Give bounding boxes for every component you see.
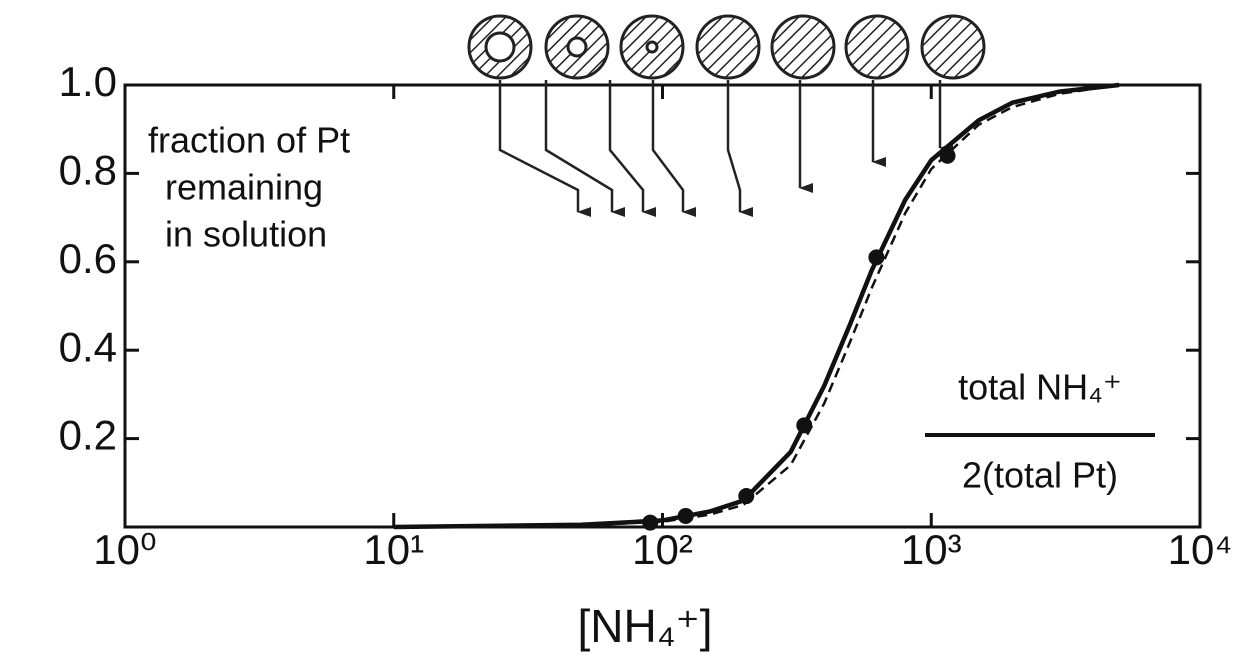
annotation: fraction of Pt	[148, 120, 350, 161]
ratio-denominator: 2(total Pt)	[962, 455, 1118, 496]
x-tick-label: 10⁴	[1168, 526, 1233, 573]
data-point	[678, 508, 694, 524]
x-tick-label: 10³	[901, 526, 962, 573]
y-tick-label: 0.8	[59, 146, 117, 193]
x-tick-label: 10⁰	[93, 526, 157, 573]
y-tick-label: 0.6	[59, 235, 117, 282]
data-point	[868, 249, 884, 265]
data-point	[796, 417, 812, 433]
ratio-numerator: total NH₄⁺	[958, 367, 1122, 408]
x-axis-label: [NH₄⁺]	[577, 600, 712, 652]
data-point	[642, 515, 658, 531]
annotation: remaining	[165, 167, 323, 208]
data-point	[940, 148, 956, 164]
x-tick-label: 10¹	[363, 526, 424, 573]
y-tick-label: 1.0	[59, 58, 117, 105]
y-tick-label: 0.4	[59, 323, 117, 370]
annotation: in solution	[165, 214, 327, 255]
y-tick-label: 0.2	[59, 412, 117, 459]
particle-icons	[469, 16, 984, 78]
page: fraction of Pt remaining in solution tot…	[0, 0, 1254, 668]
chart: fraction of Pt remaining in solution tot…	[0, 0, 1254, 668]
x-tick-label: 10²	[632, 526, 693, 573]
arrows	[500, 80, 940, 212]
data-point	[738, 488, 754, 504]
